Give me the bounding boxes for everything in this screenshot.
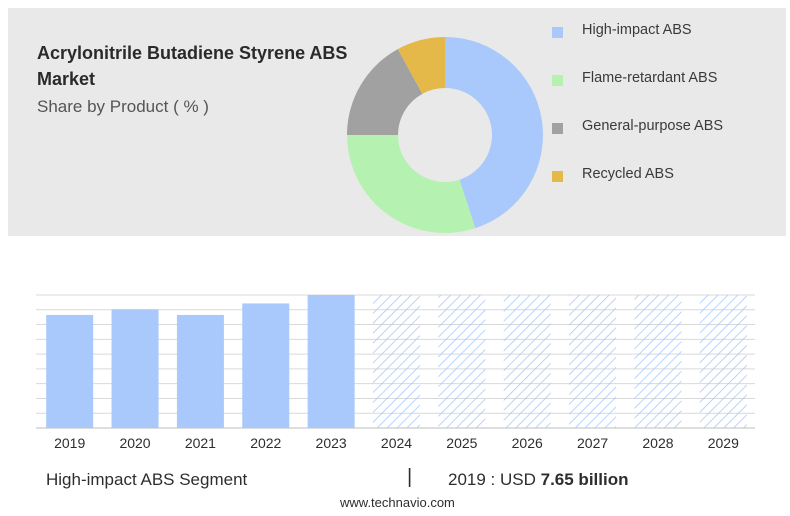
bar-forecast-2028 — [634, 295, 682, 428]
bar-chart: 2019 2020 2021 2022 2023 2024 2025 2026 2027 2028… — [36, 294, 755, 451]
x-tick-label: 2027 — [577, 435, 608, 451]
donut-chart — [347, 37, 543, 233]
segment-value-prefix: 2019 : USD — [448, 470, 536, 489]
segment-value-amount: 7.65 billion — [540, 470, 629, 489]
legend-label: Flame-retardant ABS — [582, 70, 718, 86]
x-tick-label: 2024 — [381, 435, 412, 451]
legend-swatch — [552, 171, 563, 182]
bar-2022 — [242, 303, 290, 428]
footer-separator: | — [407, 466, 413, 488]
legend-swatch — [552, 75, 563, 86]
bar-2020 — [111, 309, 159, 428]
x-tick-label: 2025 — [446, 435, 477, 451]
bar-forecast-2026 — [503, 295, 551, 428]
x-tick-label: 2028 — [642, 435, 673, 451]
bar-forecast-2025 — [438, 295, 486, 428]
source-link[interactable]: www.technavio.com — [340, 495, 455, 510]
x-tick-label: 2020 — [119, 435, 150, 451]
donut-slice-high-impact-abs — [445, 37, 543, 229]
x-tick-label: 2022 — [250, 435, 281, 451]
donut-slice-flame-retardant-abs — [347, 135, 476, 233]
bar-2023 — [307, 295, 355, 428]
bar-forecast-2029 — [699, 295, 747, 428]
segment-label: High-impact ABS Segment — [46, 470, 248, 489]
segment-value: 2019 : USD 7.65 billion — [448, 470, 628, 490]
legend-swatch — [552, 123, 563, 134]
x-tick-label: 2023 — [316, 435, 347, 451]
bar-forecast-2024 — [373, 295, 420, 428]
chart-subtitle: Share by Product ( % ) — [37, 97, 209, 116]
donut-slice-recycled-abs — [397, 37, 445, 94]
chart-title: Acrylonitrile Butadiene Styrene ABS Mark… — [37, 43, 348, 89]
bar-2021 — [176, 314, 224, 428]
legend-label: Recycled ABS — [582, 166, 674, 182]
x-tick-label: 2021 — [185, 435, 216, 451]
x-tick-label: 2026 — [512, 435, 543, 451]
bar-forecast-2027 — [569, 295, 617, 428]
x-tick-label: 2019 — [54, 435, 85, 451]
x-tick-label: 2029 — [708, 435, 739, 451]
donut-slice-general-purpose-abs — [347, 49, 423, 135]
bar-2019 — [46, 314, 94, 428]
legend-swatch — [552, 27, 563, 38]
legend-label: High-impact ABS — [582, 22, 692, 38]
legend-label: General-purpose ABS — [582, 118, 724, 134]
